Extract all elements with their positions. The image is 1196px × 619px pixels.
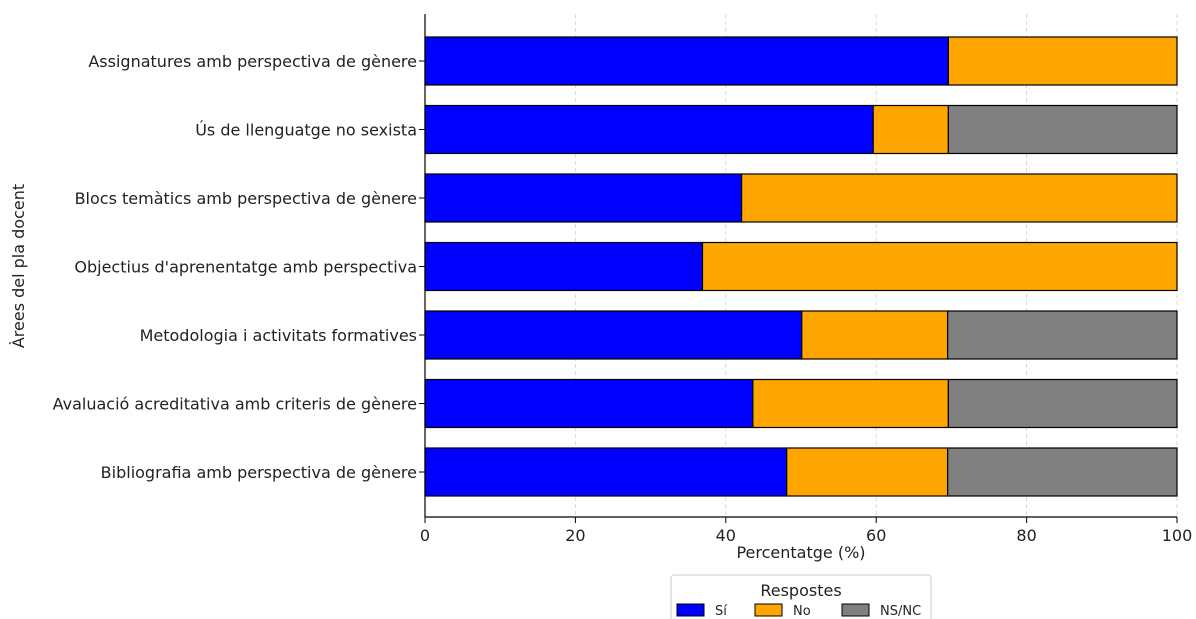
- y-tick-label: Blocs temàtics amb perspectiva de gènere: [75, 189, 417, 208]
- axes: [424, 14, 1177, 518]
- x-ticks: 0 20 40 60 80 100: [420, 517, 1192, 545]
- legend: Respostes Sí No NS/NC: [670, 574, 932, 619]
- bar-ns-nc-2: [947, 104, 1178, 155]
- bar-si-6: [424, 378, 754, 429]
- bar-ns-nc-6: [947, 378, 1178, 429]
- bar-no-4: [701, 241, 1178, 292]
- x-tick-label: 40: [716, 526, 736, 545]
- legend-label-si: Sí: [715, 604, 727, 619]
- y-axis-title: Àrees del pla docent: [9, 184, 28, 348]
- x-tick-label: 60: [866, 526, 886, 545]
- legend-swatch-no: [754, 603, 783, 617]
- legend-title: Respostes: [760, 581, 841, 600]
- bar-no-2: [872, 104, 949, 155]
- bar-si-3: [424, 173, 743, 223]
- y-ticks: Assignatures amb perspectiva de gènere Ús…: [53, 52, 425, 482]
- bar-si-1: [424, 36, 949, 86]
- bar-ns-nc-5: [947, 310, 1178, 360]
- bar-no-5: [801, 310, 949, 360]
- bar-no-1: [947, 36, 1178, 86]
- bar-no-6: [752, 378, 949, 429]
- bar-si-2: [424, 104, 874, 155]
- legend-label-ns-nc: NS/NC: [880, 604, 921, 619]
- x-axis-title: Percentatge (%): [736, 543, 865, 562]
- bars: [424, 36, 1178, 497]
- x-tick-label: 80: [1016, 526, 1036, 545]
- y-tick-label: Assignatures amb perspectiva de gènere: [88, 52, 417, 71]
- y-tick-label: Avaluació acreditativa amb criteris de g…: [53, 395, 417, 414]
- legend-label-no: No: [793, 604, 811, 619]
- x-tick-label: 0: [420, 526, 430, 545]
- bar-si-7: [424, 447, 788, 497]
- bar-no-7: [786, 447, 949, 497]
- y-tick-label: Ús de llenguatge no sexista: [195, 121, 417, 140]
- y-tick-label: Bibliografia amb perspectiva de gènere: [101, 463, 417, 482]
- legend-items: Sí No NS/NC: [676, 603, 921, 619]
- y-tick-label: Metodologia i activitats formatives: [140, 326, 417, 345]
- x-tick-label: 20: [565, 526, 585, 545]
- bar-si-5: [424, 310, 803, 360]
- bar-ns-nc-7: [947, 447, 1178, 497]
- legend-swatch-ns-nc: [841, 603, 870, 617]
- bar-no-3: [740, 173, 1178, 223]
- y-tick-label: Objectius d'aprenentatge amb perspectiva: [74, 258, 417, 277]
- bar-si-4: [424, 241, 704, 292]
- legend-swatch-si: [676, 603, 705, 617]
- x-tick-label: 100: [1162, 526, 1193, 545]
